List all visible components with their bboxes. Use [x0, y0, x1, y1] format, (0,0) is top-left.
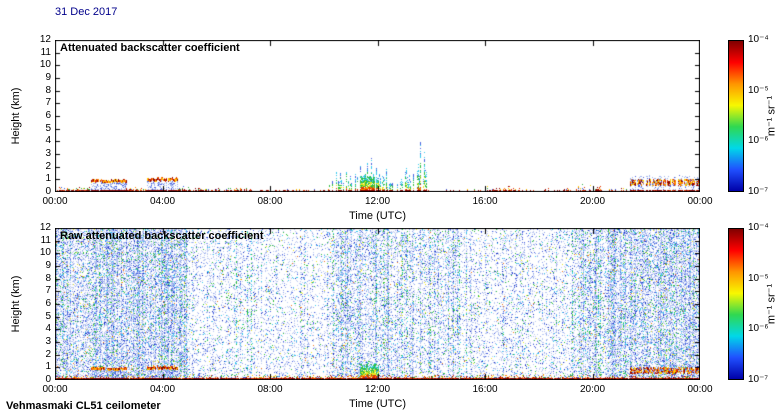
raw-heatmap-canvas: [55, 228, 700, 380]
x-tick-label: 12:00: [364, 384, 391, 395]
x-tick-label: 08:00: [257, 196, 283, 207]
colorbar: [728, 40, 744, 192]
y-tick-label: 12: [39, 34, 51, 45]
y-tick-label: 3: [45, 148, 51, 159]
y-tick-label: 12: [39, 222, 51, 233]
y-tick-label: 9: [45, 72, 51, 83]
x-tick-label: 04:00: [149, 384, 176, 395]
x-tick-label: 20:00: [579, 384, 606, 395]
y-tick-label: 2: [45, 348, 51, 360]
x-tick-label: 20:00: [579, 196, 606, 207]
colorbar-unit-label: m⁻¹ sr⁻¹: [765, 283, 778, 325]
station-label: Vehmasmaki CL51 ceilometer: [6, 400, 161, 412]
y-tick-label: 3: [45, 336, 51, 347]
x-tick-label: 16:00: [472, 384, 498, 395]
y-tick-label: 9: [45, 260, 51, 271]
plot-title-attenuated: Attenuated backscatter coefficient: [60, 42, 240, 54]
colorbar-tick-label: 10⁻⁶: [748, 323, 769, 335]
y-tick-label: 1: [45, 173, 51, 185]
x-tick-label: 00:00: [42, 384, 68, 395]
y-tick-label: 8: [45, 272, 51, 284]
x-tick-label: 00:00: [687, 196, 713, 207]
x-tick-label: 00:00: [687, 384, 713, 395]
y-tick-label: 7: [45, 97, 51, 109]
y-axis-label: Height (km): [10, 275, 22, 333]
y-tick-label: 5: [45, 122, 51, 134]
y-tick-label: 0: [45, 374, 51, 385]
y-tick-label: 2: [45, 160, 51, 172]
y-tick-label: 4: [45, 323, 51, 335]
y-tick-label: 0: [45, 186, 51, 197]
colorbar-tick-label: 10⁻⁵: [748, 84, 769, 96]
colorbar-tick-label: 10⁻⁶: [748, 135, 769, 147]
colorbar-tick-label: 10⁻⁷: [748, 374, 769, 385]
y-tick-label: 11: [40, 46, 51, 58]
x-tick-label: 12:00: [364, 196, 391, 207]
x-tick-label: 08:00: [257, 384, 283, 395]
y-tick-label: 10: [39, 247, 51, 259]
y-tick-label: 4: [45, 135, 51, 147]
colorbar-tick-label: 10⁻⁵: [748, 272, 769, 284]
colorbar: [728, 228, 744, 380]
x-axis-label: Time (UTC): [348, 398, 407, 410]
colorbar-tick-label: 10⁻⁷: [748, 186, 769, 197]
y-tick-label: 11: [40, 234, 51, 246]
attenuated-heatmap-canvas: [55, 40, 700, 192]
y-tick-label: 7: [45, 285, 51, 297]
colorbar-tick-label: 10⁻⁴: [748, 34, 769, 45]
x-tick-label: 16:00: [472, 196, 498, 207]
y-tick-label: 10: [39, 59, 51, 71]
x-axis-label: Time (UTC): [348, 210, 407, 222]
x-tick-label: 00:00: [42, 196, 68, 207]
y-tick-label: 8: [45, 84, 51, 96]
y-tick-label: 6: [45, 110, 51, 121]
y-tick-label: 1: [45, 361, 51, 373]
y-tick-label: 5: [45, 310, 51, 322]
x-tick-label: 04:00: [149, 196, 176, 207]
date-label: 31 Dec 2017: [55, 6, 118, 18]
y-tick-label: 6: [45, 298, 51, 309]
colorbar-tick-label: 10⁻⁴: [748, 222, 769, 233]
plot-title-raw: Raw attenuated backscatter coefficient: [60, 230, 264, 242]
